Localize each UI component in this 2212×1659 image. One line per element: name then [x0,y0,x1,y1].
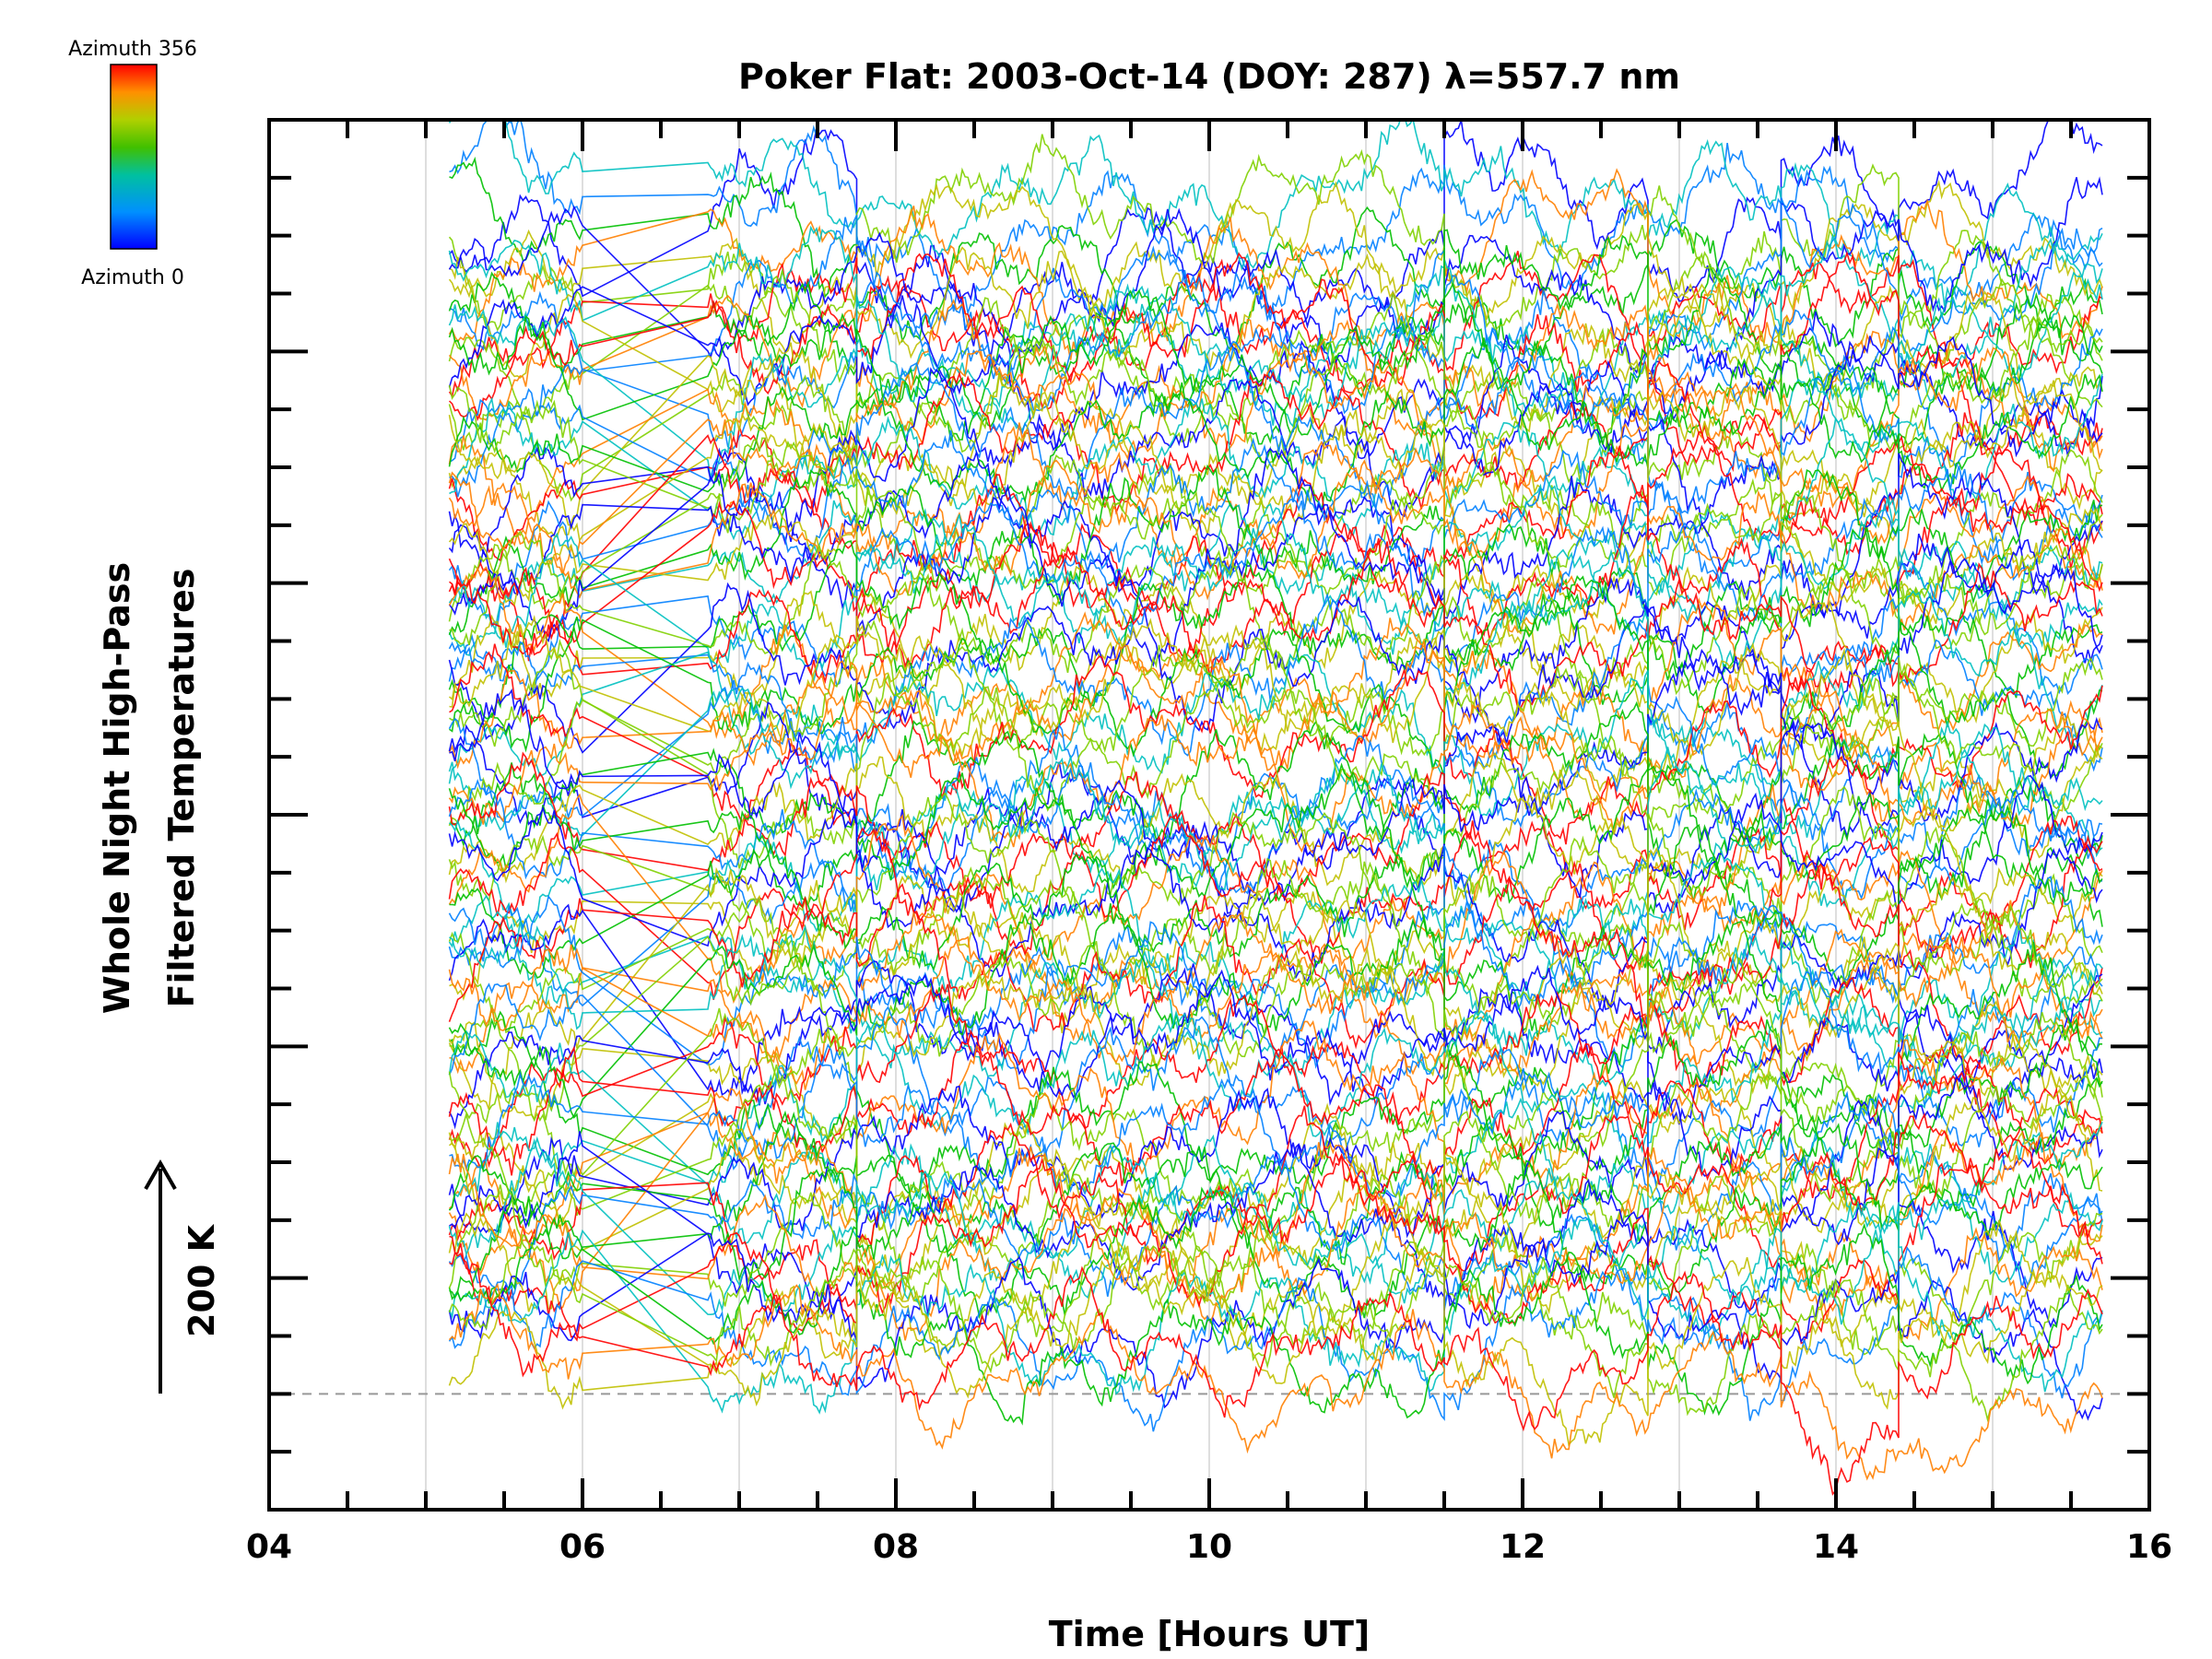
series-line [448,670,2103,891]
series-line [448,464,2103,681]
series-line [448,470,2103,724]
series-line [448,360,2103,562]
series-line [448,846,2103,1111]
series-line [448,793,2103,1005]
series-line [448,286,2103,460]
x-tick-label: 06 [559,1528,606,1566]
series-line [448,440,2103,650]
series-line [448,751,2103,936]
series-line [448,459,2103,635]
series-group [448,120,2103,1496]
series-line [448,566,2103,756]
series-line [448,971,2103,1187]
y-axis-label-line1: Whole Night High-Pass [97,562,137,1014]
x-tick-label: 14 [1813,1528,1859,1566]
series-line [448,537,2103,710]
series-line [448,614,2103,822]
series-line [448,316,2103,505]
series-line [449,619,2103,825]
series-line [448,894,2103,1090]
series-line [448,964,2103,1130]
x-tick-label: 04 [246,1528,292,1566]
series-line [449,796,2103,1034]
colorbar: Azimuth 356 Azimuth 0 [68,38,197,289]
plot-frame [267,118,2151,1512]
colorbar-bottom-label: Azimuth 0 [81,266,184,289]
series-line [449,1242,2103,1496]
series-line [448,648,2103,914]
series-line [449,688,2103,915]
scale-label: 200 K [182,1223,222,1337]
series-line [448,251,2103,467]
y-axis-label-line2: Filtered Temperatures [161,569,202,1008]
series-line [449,700,2103,929]
series-line [448,1210,2103,1421]
x-tick-label: 10 [1186,1528,1232,1566]
colorbar-top-label: Azimuth 356 [68,38,197,61]
y-axis-label: Whole Night High-Pass Filtered Temperatu… [97,562,202,1014]
series-line [448,251,2103,410]
series-line [449,197,2103,418]
series-line [448,957,2103,1234]
series-line [448,1191,2103,1374]
series-line [448,251,2103,432]
scale-arrow-head-icon [144,1159,177,1190]
series-line [449,920,2103,1111]
series-line [448,176,2103,375]
series-line [448,225,2103,429]
series-line [448,558,2103,754]
series-line [448,976,2103,1169]
series-line [448,792,2103,1011]
colorbar-gradient [110,64,158,250]
scale-indicator: 200 K [144,1159,222,1394]
series-line [448,1233,2103,1423]
series-line [448,903,2103,1106]
series-line [448,661,2103,892]
series-line [448,762,2103,927]
series-line [449,904,2103,1121]
series-line [448,844,2103,1059]
series-line [448,1033,2103,1250]
series-line [448,229,2103,445]
series-line [449,1131,2103,1329]
series-line [449,530,2103,700]
series-line [448,1088,2103,1302]
x-tick-label: 12 [1500,1528,1546,1566]
series-line [448,1245,2103,1432]
series-line [448,1135,2103,1345]
x-tick-label: 16 [2126,1528,2172,1566]
chart-title: Poker Flat: 2003-Oct-14 (DOY: 287) λ=557… [738,56,1680,97]
series-line [448,1064,2103,1303]
series-line [448,835,2103,1034]
series-line [449,911,2103,1075]
series-line [448,1283,2103,1481]
series-line [448,168,2103,360]
series-line [448,1202,2103,1415]
series-line [448,120,2103,358]
series-line [449,343,2103,566]
series-line [448,641,2103,822]
series-line [448,417,2103,656]
series-line [448,592,2103,812]
series-line [448,716,2103,894]
series-line [448,429,2103,628]
x-axis-label: Time [Hours UT] [1049,1614,1371,1654]
series-line [448,525,2103,730]
series-line [448,380,2103,619]
series-line [449,1153,2103,1351]
x-tick-labels: 04 06 08 10 12 14 16 [246,1528,2172,1566]
series-line [449,574,2103,838]
x-tick-label: 08 [873,1528,919,1566]
series-line [449,804,2103,1038]
series-line [449,120,2103,323]
series-line [448,1123,2103,1320]
series-line [448,282,2103,446]
series-line [448,507,2103,705]
series-line [448,548,2103,790]
